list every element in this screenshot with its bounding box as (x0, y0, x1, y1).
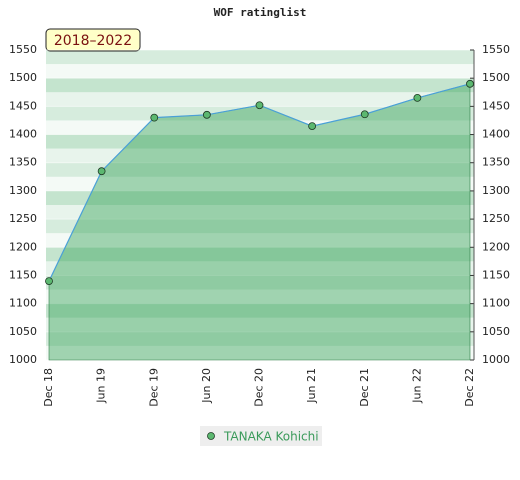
band (46, 92, 474, 107)
marker (255, 101, 264, 110)
y-tick-label-right: 1150 (482, 268, 510, 281)
y-tick-label-right: 1550 (482, 43, 510, 56)
band (46, 275, 474, 290)
y-tick-label: 1150 (9, 268, 37, 281)
y-tick-label: 1200 (9, 240, 37, 253)
marker (466, 79, 474, 88)
y-tick-label-right: 1200 (482, 240, 510, 253)
marker (308, 122, 317, 130)
y-tick-label: 1000 (9, 353, 37, 366)
band (46, 317, 474, 332)
y-tick-label-right: 1350 (482, 156, 510, 169)
band (46, 219, 474, 234)
legend-marker (207, 432, 215, 440)
y-tick-label: 1500 (9, 71, 37, 84)
y-tick-label: 1250 (9, 212, 37, 225)
y-tick-label: 1450 (9, 99, 37, 112)
y-tick-label: 1300 (9, 184, 37, 197)
marker (413, 94, 422, 102)
x-tick-label: Dec 19 (147, 368, 160, 407)
x-tick-label: Jun 22 (410, 368, 423, 404)
x-tick-label: Jun 21 (305, 368, 318, 404)
y-tick-label: 1550 (9, 43, 37, 56)
band (46, 64, 474, 79)
y-tick-label-right: 1500 (482, 71, 510, 84)
marker (360, 110, 369, 119)
y-tick-label-right: 1450 (482, 99, 510, 112)
band (46, 233, 474, 248)
band (46, 190, 474, 205)
y-tick-label-right: 1300 (482, 184, 510, 197)
legend-label: TANAKA Kohichi (223, 430, 319, 444)
band (46, 78, 474, 93)
marker (97, 167, 106, 176)
band (46, 162, 474, 177)
y-tick-label-right: 1050 (482, 325, 510, 338)
annotation-box (45, 28, 141, 52)
y-tick-label-right: 1400 (482, 128, 510, 141)
x-tick-label: Dec 22 (463, 368, 476, 407)
y-tick-label: 1400 (9, 128, 37, 141)
y-tick-label-right: 1000 (482, 353, 510, 366)
marker (45, 277, 53, 285)
x-tick-label: Jun 19 (95, 368, 108, 404)
x-tick-label: Jun 20 (200, 368, 213, 404)
marker (202, 110, 211, 119)
band (46, 176, 474, 191)
band (46, 289, 474, 304)
x-tick-label: Dec 20 (253, 368, 266, 407)
y-tick-label: 1050 (9, 325, 37, 338)
chart-title: WOF ratinglist (214, 6, 307, 19)
y-tick-label-right: 1250 (482, 212, 510, 225)
x-tick-label: Dec 21 (358, 368, 371, 407)
x-tick-label: Dec 18 (42, 368, 55, 407)
band (46, 50, 474, 65)
band (46, 120, 474, 135)
band (46, 247, 474, 262)
y-tick-label: 1350 (9, 156, 37, 169)
band (46, 205, 474, 220)
legend-box (200, 426, 322, 446)
marker (150, 113, 159, 122)
band (46, 345, 474, 360)
band (46, 134, 474, 149)
band (46, 148, 474, 163)
annotation: 2018–2022 (54, 33, 132, 49)
y-tick-label: 1100 (9, 297, 37, 310)
band (46, 261, 474, 276)
band (46, 331, 474, 346)
y-tick-label-right: 1100 (482, 297, 510, 310)
band (46, 303, 474, 318)
